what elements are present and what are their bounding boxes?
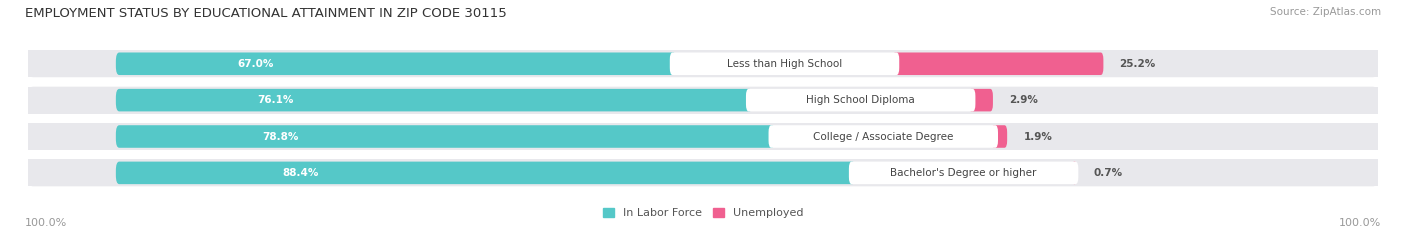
Text: EMPLOYMENT STATUS BY EDUCATIONAL ATTAINMENT IN ZIP CODE 30115: EMPLOYMENT STATUS BY EDUCATIONAL ATTAINM…: [25, 7, 508, 20]
FancyBboxPatch shape: [747, 89, 976, 111]
FancyBboxPatch shape: [1071, 162, 1077, 184]
Text: 67.0%: 67.0%: [238, 59, 274, 69]
FancyBboxPatch shape: [849, 162, 1078, 184]
FancyBboxPatch shape: [669, 52, 900, 75]
Text: Source: ZipAtlas.com: Source: ZipAtlas.com: [1270, 7, 1381, 17]
Text: 25.2%: 25.2%: [1119, 59, 1156, 69]
Text: 1.9%: 1.9%: [1024, 131, 1052, 141]
Text: College / Associate Degree: College / Associate Degree: [813, 131, 953, 141]
Legend: In Labor Force, Unemployed: In Labor Force, Unemployed: [603, 208, 803, 218]
FancyBboxPatch shape: [969, 89, 993, 111]
Text: 100.0%: 100.0%: [1339, 218, 1381, 228]
Text: Bachelor's Degree or higher: Bachelor's Degree or higher: [890, 168, 1036, 178]
FancyBboxPatch shape: [991, 125, 1007, 148]
FancyBboxPatch shape: [28, 87, 1378, 114]
Bar: [28, 50, 1378, 77]
FancyBboxPatch shape: [893, 52, 1104, 75]
Text: 0.7%: 0.7%: [1094, 168, 1123, 178]
Text: Less than High School: Less than High School: [727, 59, 842, 69]
FancyBboxPatch shape: [115, 52, 676, 75]
FancyBboxPatch shape: [28, 50, 1378, 77]
Bar: [28, 87, 1378, 114]
Text: 2.9%: 2.9%: [1010, 95, 1038, 105]
Text: 100.0%: 100.0%: [25, 218, 67, 228]
FancyBboxPatch shape: [115, 89, 752, 111]
FancyBboxPatch shape: [115, 125, 775, 148]
FancyBboxPatch shape: [115, 162, 856, 184]
FancyBboxPatch shape: [28, 123, 1378, 150]
Text: 88.4%: 88.4%: [283, 168, 319, 178]
Bar: [28, 159, 1378, 186]
Text: High School Diploma: High School Diploma: [806, 95, 915, 105]
Text: 78.8%: 78.8%: [263, 131, 299, 141]
FancyBboxPatch shape: [769, 125, 998, 148]
Text: 76.1%: 76.1%: [257, 95, 294, 105]
FancyBboxPatch shape: [28, 159, 1378, 186]
Bar: [28, 123, 1378, 150]
